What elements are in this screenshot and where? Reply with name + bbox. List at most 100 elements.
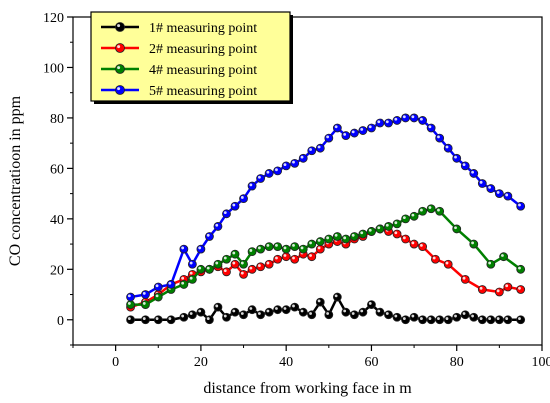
data-point — [290, 242, 300, 252]
y-tick-label: 100 — [43, 61, 64, 76]
data-point-highlight — [215, 261, 219, 265]
series-line — [130, 116, 522, 299]
data-point — [273, 254, 283, 264]
data-point — [409, 239, 419, 249]
legend-swatch-marker — [115, 43, 125, 53]
data-point-highlight — [275, 256, 278, 260]
data-point-highlight — [292, 304, 295, 308]
data-point-highlight — [232, 251, 236, 255]
data-point-highlight — [283, 254, 287, 257]
legend-swatch-marker — [115, 22, 125, 32]
y-tick-label: 20 — [50, 263, 64, 278]
data-point-highlight — [317, 238, 321, 242]
data-point — [141, 300, 150, 310]
data-point-highlight — [240, 271, 244, 275]
data-point-highlight — [454, 155, 457, 159]
data-point — [341, 131, 351, 140]
data-point — [239, 269, 248, 279]
data-point-highlight — [258, 246, 261, 250]
data-point — [298, 307, 308, 317]
data-point — [460, 161, 470, 171]
data-point — [443, 315, 453, 325]
data-point — [392, 312, 402, 322]
data-point — [324, 133, 334, 143]
data-point — [349, 128, 359, 138]
data-point-highlight — [334, 294, 338, 298]
data-point — [469, 169, 479, 178]
data-point-highlight — [351, 130, 355, 134]
data-point-highlight — [411, 241, 415, 245]
data-point-highlight — [454, 226, 457, 230]
data-point — [375, 307, 385, 317]
data-point-highlight — [309, 241, 312, 245]
data-point — [358, 126, 368, 135]
data-point-highlight — [232, 309, 236, 313]
data-point — [187, 274, 197, 284]
data-point — [213, 302, 223, 312]
data-point — [460, 274, 470, 284]
data-point-highlight — [198, 246, 202, 250]
data-point — [486, 259, 496, 269]
data-point — [494, 287, 504, 297]
data-point-highlight — [360, 309, 364, 313]
y-tick-label: 80 — [50, 112, 64, 127]
data-point-highlight — [292, 160, 295, 164]
legend-swatch-highlight — [117, 45, 121, 49]
data-point — [494, 315, 504, 325]
data-point-highlight — [258, 175, 261, 179]
data-point-highlight — [181, 314, 185, 318]
data-point-highlight — [283, 307, 287, 310]
data-point-highlight — [189, 261, 193, 265]
data-point — [367, 123, 376, 133]
data-point — [486, 184, 496, 193]
data-point-highlight — [309, 148, 312, 151]
data-point-highlight — [518, 266, 521, 270]
data-point — [401, 234, 410, 244]
data-point — [222, 254, 231, 264]
data-point — [281, 252, 291, 262]
data-point — [126, 300, 135, 310]
data-point — [230, 201, 240, 211]
data-point-highlight — [232, 203, 236, 207]
data-point — [153, 292, 163, 302]
data-point-highlight — [326, 312, 330, 315]
data-point — [477, 285, 487, 294]
data-point-highlight — [351, 312, 355, 315]
data-point — [307, 239, 317, 249]
data-point-highlight — [445, 145, 449, 149]
data-point — [196, 264, 206, 274]
data-point-highlight — [240, 261, 244, 265]
data-point-highlight — [428, 317, 432, 320]
data-point — [324, 310, 334, 320]
series-3 — [126, 204, 526, 310]
legend-swatch-highlight — [117, 24, 121, 28]
data-point-highlight — [462, 276, 466, 280]
data-point-highlight — [471, 314, 474, 318]
data-point — [435, 133, 445, 143]
x-tick-label: 60 — [364, 355, 378, 370]
data-point-highlight — [266, 261, 270, 265]
data-point — [375, 224, 385, 234]
data-point — [256, 262, 266, 272]
data-point-highlight — [394, 221, 398, 225]
data-point-highlight — [223, 256, 227, 260]
data-point — [126, 315, 135, 325]
data-point-highlight — [411, 115, 415, 119]
data-point-highlight — [275, 307, 278, 310]
data-point — [315, 237, 325, 246]
data-point-highlight — [300, 309, 304, 313]
data-point-highlight — [368, 125, 372, 129]
data-point — [332, 292, 342, 302]
data-point-highlight — [343, 309, 347, 313]
data-point — [409, 113, 419, 123]
data-point-highlight — [377, 309, 381, 313]
data-point — [477, 315, 487, 325]
data-point — [196, 244, 206, 254]
data-point-highlight — [142, 317, 146, 320]
data-point-highlight — [377, 120, 381, 124]
data-point — [349, 232, 359, 241]
data-point — [247, 264, 257, 274]
data-point — [426, 123, 436, 133]
data-point-highlight — [206, 317, 210, 320]
data-point-highlight — [127, 317, 131, 320]
